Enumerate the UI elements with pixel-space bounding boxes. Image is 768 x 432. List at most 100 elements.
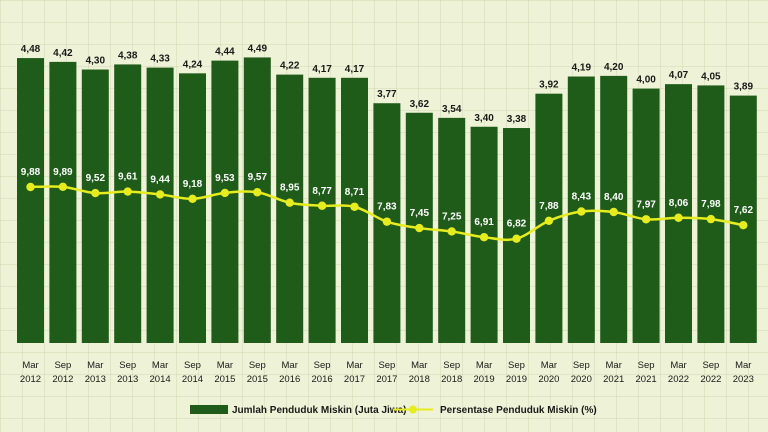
tick-month-12: Mar bbox=[411, 360, 427, 371]
legend-marker-line bbox=[409, 405, 417, 414]
tick-month-19: Sep bbox=[638, 360, 655, 371]
tick-year-5: 2014 bbox=[182, 374, 203, 385]
bar-value-label-10: 4,17 bbox=[345, 64, 365, 75]
bar-value-label-21: 4,05 bbox=[701, 71, 721, 82]
line-point-14 bbox=[479, 232, 489, 242]
line-value-label-8: 8,95 bbox=[280, 183, 300, 194]
tick-month-3: Sep bbox=[119, 360, 136, 371]
tick-year-18: 2021 bbox=[603, 374, 624, 385]
tick-year-11: 2017 bbox=[376, 374, 397, 385]
tick-month-4: Mar bbox=[152, 360, 168, 371]
line-point-6 bbox=[220, 188, 230, 198]
line-value-label-0: 9,88 bbox=[21, 167, 41, 178]
line-value-label-12: 7,45 bbox=[410, 208, 430, 219]
bar-value-label-9: 4,17 bbox=[312, 64, 332, 75]
tick-year-2: 2013 bbox=[85, 374, 106, 385]
tick-year-20: 2022 bbox=[668, 374, 689, 385]
bar-value-label-22: 3,89 bbox=[734, 82, 754, 93]
tick-year-10: 2017 bbox=[344, 374, 365, 385]
tick-month-7: Sep bbox=[249, 360, 266, 371]
tick-month-17: Sep bbox=[573, 360, 590, 371]
tick-year-13: 2018 bbox=[441, 374, 462, 385]
line-point-9 bbox=[317, 201, 327, 210]
tick-year-16: 2020 bbox=[538, 374, 559, 385]
line-point-7 bbox=[253, 188, 262, 197]
line-point-5 bbox=[188, 194, 197, 204]
tick-year-8: 2016 bbox=[279, 374, 300, 385]
line-point-20 bbox=[674, 213, 683, 222]
line-value-label-21: 7,98 bbox=[701, 199, 721, 210]
line-value-label-22: 7,62 bbox=[734, 205, 754, 216]
bar-value-label-11: 3,77 bbox=[377, 89, 397, 100]
bar-value-label-19: 4,00 bbox=[636, 75, 656, 86]
x-axis-ticks: Mar 2012 Sep 2012 Mar 2013 Sep 2013 Mar 2014 Sep 20… bbox=[20, 360, 754, 385]
line-value-label-18: 8,40 bbox=[604, 192, 624, 203]
bar-8 bbox=[276, 74, 304, 343]
bar-5 bbox=[179, 73, 206, 343]
line-value-label-17: 8,43 bbox=[572, 192, 592, 203]
tick-month-20: Mar bbox=[670, 360, 686, 371]
bar-21 bbox=[697, 85, 725, 344]
line-point-8 bbox=[285, 198, 294, 207]
bar-value-label-4: 4,33 bbox=[150, 54, 170, 65]
bar-value-label-5: 4,24 bbox=[183, 59, 203, 70]
line-point-19 bbox=[641, 215, 651, 224]
tick-month-8: Mar bbox=[282, 360, 298, 371]
line-value-label-5: 9,18 bbox=[183, 179, 203, 190]
line-value-label-15: 6,82 bbox=[507, 219, 527, 230]
bar-value-label-12: 3,62 bbox=[410, 99, 430, 110]
line-value-label-9: 8,77 bbox=[312, 186, 332, 197]
tick-month-9: Sep bbox=[314, 360, 331, 371]
line-value-label-20: 8,06 bbox=[669, 198, 689, 209]
line-point-11 bbox=[382, 217, 392, 226]
tick-year-0: 2012 bbox=[20, 374, 41, 385]
line-point-22 bbox=[739, 220, 748, 230]
tick-month-21: Sep bbox=[702, 360, 719, 371]
legend-swatch-bar bbox=[190, 405, 228, 414]
tick-month-15: Sep bbox=[508, 360, 525, 371]
legend: Jumlah Penduduk Miskin (Juta Jiwa) Perse… bbox=[190, 405, 597, 416]
bar-value-label-3: 4,38 bbox=[118, 50, 138, 61]
tick-year-12: 2018 bbox=[409, 374, 430, 385]
line-value-label-7: 9,57 bbox=[248, 172, 268, 183]
line-value-label-4: 9,44 bbox=[150, 174, 170, 185]
bar-value-label-18: 4,20 bbox=[604, 62, 624, 73]
tick-month-13: Sep bbox=[443, 360, 460, 371]
line-point-13 bbox=[447, 227, 456, 236]
bar-value-label-15: 3,38 bbox=[507, 114, 527, 125]
tick-month-1: Sep bbox=[54, 360, 71, 371]
bar-value-label-13: 3,54 bbox=[442, 104, 462, 115]
tick-month-14: Mar bbox=[476, 360, 492, 371]
bar-value-label-6: 4,44 bbox=[215, 47, 235, 58]
tick-month-5: Sep bbox=[184, 360, 201, 371]
tick-year-3: 2013 bbox=[117, 374, 138, 385]
tick-month-0: Mar bbox=[22, 360, 38, 371]
tick-year-19: 2021 bbox=[636, 374, 657, 385]
tick-month-6: Mar bbox=[217, 360, 233, 371]
tick-year-14: 2019 bbox=[474, 374, 495, 385]
line-point-12 bbox=[415, 223, 424, 233]
line-point-4 bbox=[155, 190, 165, 199]
tick-month-11: Sep bbox=[378, 360, 395, 371]
bar-value-label-8: 4,22 bbox=[280, 61, 300, 72]
bar-9 bbox=[308, 77, 336, 344]
line-value-label-10: 8,71 bbox=[345, 187, 365, 198]
line-point-2 bbox=[91, 188, 100, 198]
line-value-label-3: 9,61 bbox=[118, 172, 138, 183]
line-point-15 bbox=[512, 234, 521, 243]
bar-value-label-7: 4,49 bbox=[248, 43, 268, 54]
line-point-17 bbox=[577, 207, 586, 216]
tick-year-9: 2016 bbox=[312, 374, 333, 385]
tick-year-6: 2015 bbox=[214, 374, 235, 385]
line-point-10 bbox=[350, 202, 359, 211]
bar-value-label-0: 4,48 bbox=[21, 44, 41, 55]
line-value-label-16: 7,88 bbox=[539, 201, 559, 212]
tick-month-16: Mar bbox=[541, 360, 557, 371]
tick-month-22: Mar bbox=[735, 360, 751, 371]
bar-7 bbox=[243, 57, 271, 343]
line-value-label-6: 9,53 bbox=[215, 173, 235, 184]
bar-2 bbox=[81, 69, 109, 344]
bars-layer: 4,48 4,42 4,30 4,38 4,33 4,24 4,44 4,49 4,22 4,17… bbox=[17, 43, 757, 344]
line-point-18 bbox=[609, 207, 618, 217]
